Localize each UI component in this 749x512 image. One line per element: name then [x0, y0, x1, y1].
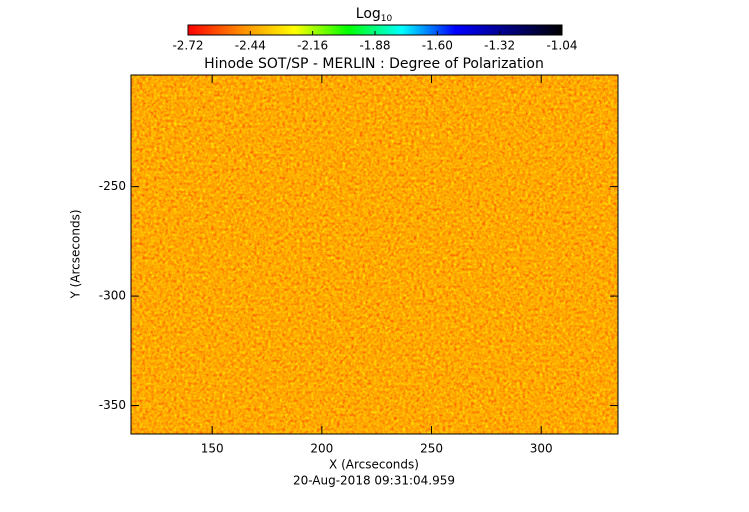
- colorbar-tick-label: -1.04: [546, 39, 577, 53]
- y-tick-label: -300: [99, 289, 126, 303]
- colorbar-tick-label: -1.32: [484, 39, 515, 53]
- colorbar-tick-label: -1.60: [422, 39, 453, 53]
- y-axis-label: Y (Arcseconds): [69, 209, 83, 299]
- x-axis-label: X (Arcseconds): [329, 458, 419, 472]
- colorbar-label-sub: 10: [381, 14, 393, 24]
- x-tick-label: 200: [310, 442, 333, 456]
- x-tick-label: 250: [420, 442, 443, 456]
- footer: 20-Aug-2018 09:31:04.959: [293, 474, 455, 488]
- plot-frame: [130, 74, 619, 435]
- colorbar-label: Log10: [356, 6, 393, 24]
- y-tick-label: -250: [99, 179, 126, 193]
- colorbar-tick-label: -2.44: [235, 39, 266, 53]
- x-tick-label: 150: [201, 442, 224, 456]
- x-tick-label: 300: [530, 442, 553, 456]
- colorbar-tick-label: -2.72: [172, 39, 203, 53]
- colorbar-tick-label: -2.16: [297, 39, 328, 53]
- colorbar-label-main: Log: [356, 6, 381, 22]
- image: [131, 75, 618, 434]
- y-tick-label: -350: [99, 398, 126, 412]
- chart-title: Hinode SOT/SP - MERLIN : Degree of Polar…: [204, 56, 544, 72]
- colorbar-tick-label: -1.88: [359, 39, 390, 53]
